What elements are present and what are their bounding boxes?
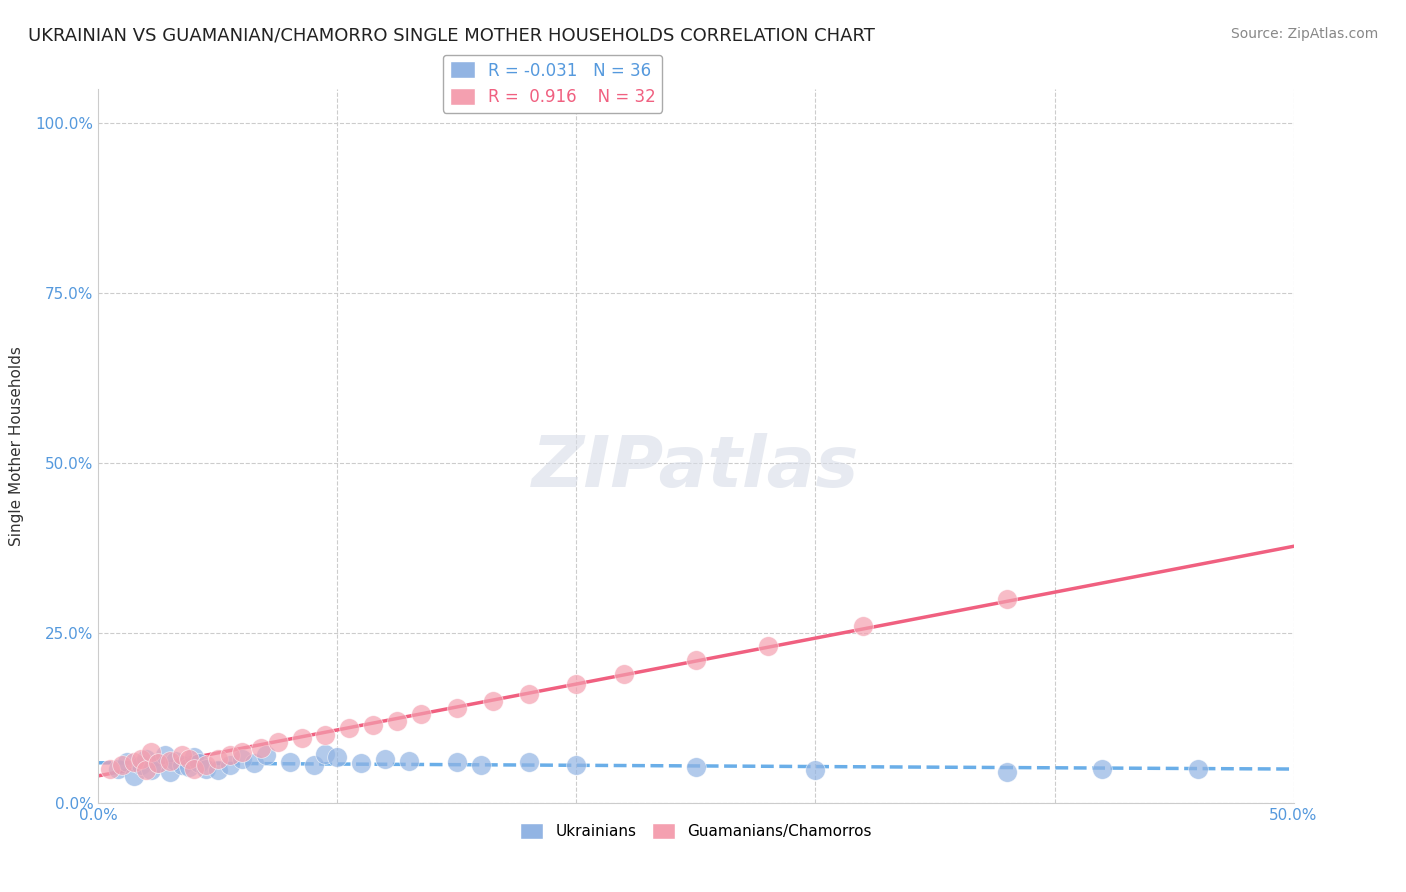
Point [139,745,162,759]
Point [139,763,162,777]
Point [1187,762,1209,776]
Point [159,754,181,768]
Text: Source: ZipAtlas.com: Source: ZipAtlas.com [1230,27,1378,41]
Point [326,749,349,764]
Point [517,755,540,769]
Point [207,763,229,777]
Point [111,758,134,772]
Point [995,765,1018,780]
Point [756,640,779,654]
Point [219,748,242,763]
Point [135,751,157,765]
Point [565,677,588,691]
Point [179,760,201,774]
Point [195,758,218,772]
Point [219,758,242,772]
Text: ZIPatlas: ZIPatlas [533,433,859,502]
Point [685,653,707,667]
Point [398,754,420,768]
Point [339,721,361,735]
Point [172,758,194,772]
Point [243,756,266,771]
Text: UKRAINIAN VS GUAMANIAN/CHAMORRO SINGLE MOTHER HOUSEHOLDS CORRELATION CHART: UKRAINIAN VS GUAMANIAN/CHAMORRO SINGLE M… [28,27,875,45]
Point [302,758,325,772]
Point [131,758,153,772]
Point [187,756,209,771]
Point [470,758,492,772]
Point [254,748,277,763]
Point [207,751,229,765]
Point [267,734,290,748]
Point [995,591,1018,606]
Point [195,762,218,776]
Point [374,751,396,765]
Point [278,755,301,769]
Point [148,756,170,771]
Point [179,751,201,765]
Point [804,763,827,777]
Point [107,762,129,776]
Point [517,687,540,701]
Point [363,717,385,731]
Point [98,762,122,776]
Point [183,749,205,764]
Point [124,769,146,783]
Point [135,763,157,777]
Point [1091,762,1114,776]
Point [155,748,177,763]
Point [183,762,205,776]
Point [172,748,194,763]
Point [163,754,186,768]
Point [115,755,138,769]
Point [446,755,468,769]
Point [159,765,181,780]
Point [685,760,707,774]
Legend: Ukrainians, Guamanians/Chamorros: Ukrainians, Guamanians/Chamorros [515,817,877,845]
Point [385,714,409,729]
Point [148,756,170,771]
Point [291,731,314,746]
Point [124,755,146,769]
Point [852,619,875,633]
Y-axis label: Single Mother Households: Single Mother Households [10,346,24,546]
Point [411,707,433,722]
Point [231,745,253,759]
Point [613,666,636,681]
Point [481,694,505,708]
Point [131,751,153,765]
Point [350,756,373,771]
Point [446,700,468,714]
Point [315,747,337,761]
Point [231,751,253,765]
Point [250,741,273,756]
Point [315,728,337,742]
Point [565,758,588,772]
